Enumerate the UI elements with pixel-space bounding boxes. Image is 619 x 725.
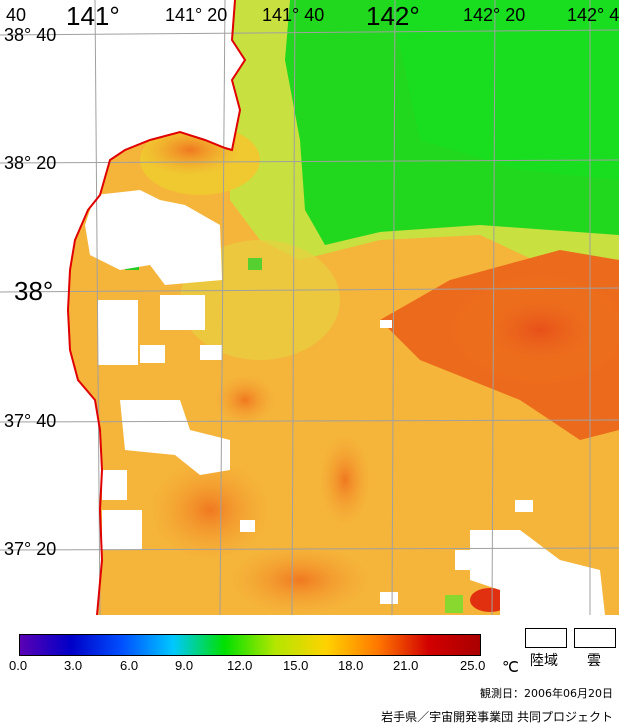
colorbar-tick-label: 18.0 — [338, 658, 364, 673]
lat-label: 38° — [14, 276, 54, 306]
cloud-cover — [85, 190, 605, 615]
green-speck — [248, 258, 262, 270]
lon-label: 40 — [6, 5, 27, 25]
cloud-legend-swatch — [574, 628, 616, 648]
lat-label: 37° 20 — [4, 539, 57, 559]
temperature-colorbar — [19, 634, 481, 656]
colorbar-tick-label: 0.0 — [9, 658, 28, 673]
colorbar-tick-label: 6.0 — [120, 658, 139, 673]
colorbar-tick-label: 15.0 — [283, 658, 309, 673]
lon-label: 141° 40 — [262, 5, 325, 25]
map-canvas — [0, 0, 619, 615]
lon-label: 142° 20 — [463, 5, 526, 25]
colorbar-tick-label: 9.0 — [175, 658, 194, 673]
lon-label: 141° 20 — [165, 5, 228, 25]
warm-eddy-core — [450, 275, 619, 385]
warm-blob — [230, 545, 370, 615]
cloud-legend-label: 雲 — [587, 653, 601, 669]
observation-date: 観測日：2006年06月20日 — [480, 687, 613, 700]
cool-core — [390, 0, 619, 180]
coastline — [66, 0, 247, 615]
warm-blob — [320, 435, 370, 525]
colorbar-unit: ℃ — [502, 659, 519, 676]
colorbar-tick-label: 12.0 — [227, 658, 253, 673]
green-speck — [445, 595, 463, 613]
colorbar-tick-label: 3.0 — [64, 658, 83, 673]
lon-label: 141° — [66, 1, 120, 31]
warm-blob — [150, 460, 270, 560]
sea-surface-temperature-map: 40 141° 141° 20 141° 40 142° 142° 20 142… — [0, 0, 619, 615]
lat-label: 37° 40 — [4, 411, 57, 431]
land-area — [0, 0, 245, 615]
colorbar-tick-label: 21.0 — [393, 658, 419, 673]
credit-text: 岩手県／宇宙開発事業団 共同プロジェクト — [381, 710, 613, 724]
lat-label: 38° 40 — [4, 25, 57, 45]
land-legend-label: 陸域 — [530, 653, 558, 669]
colorbar-tick-label: 25.0 — [460, 658, 486, 673]
lon-label: 142° 4 — [567, 5, 619, 25]
lat-label: 38° 20 — [4, 153, 57, 173]
warm-blob — [215, 375, 275, 425]
lon-label: 142° — [366, 1, 420, 31]
land-legend-swatch — [525, 628, 567, 648]
